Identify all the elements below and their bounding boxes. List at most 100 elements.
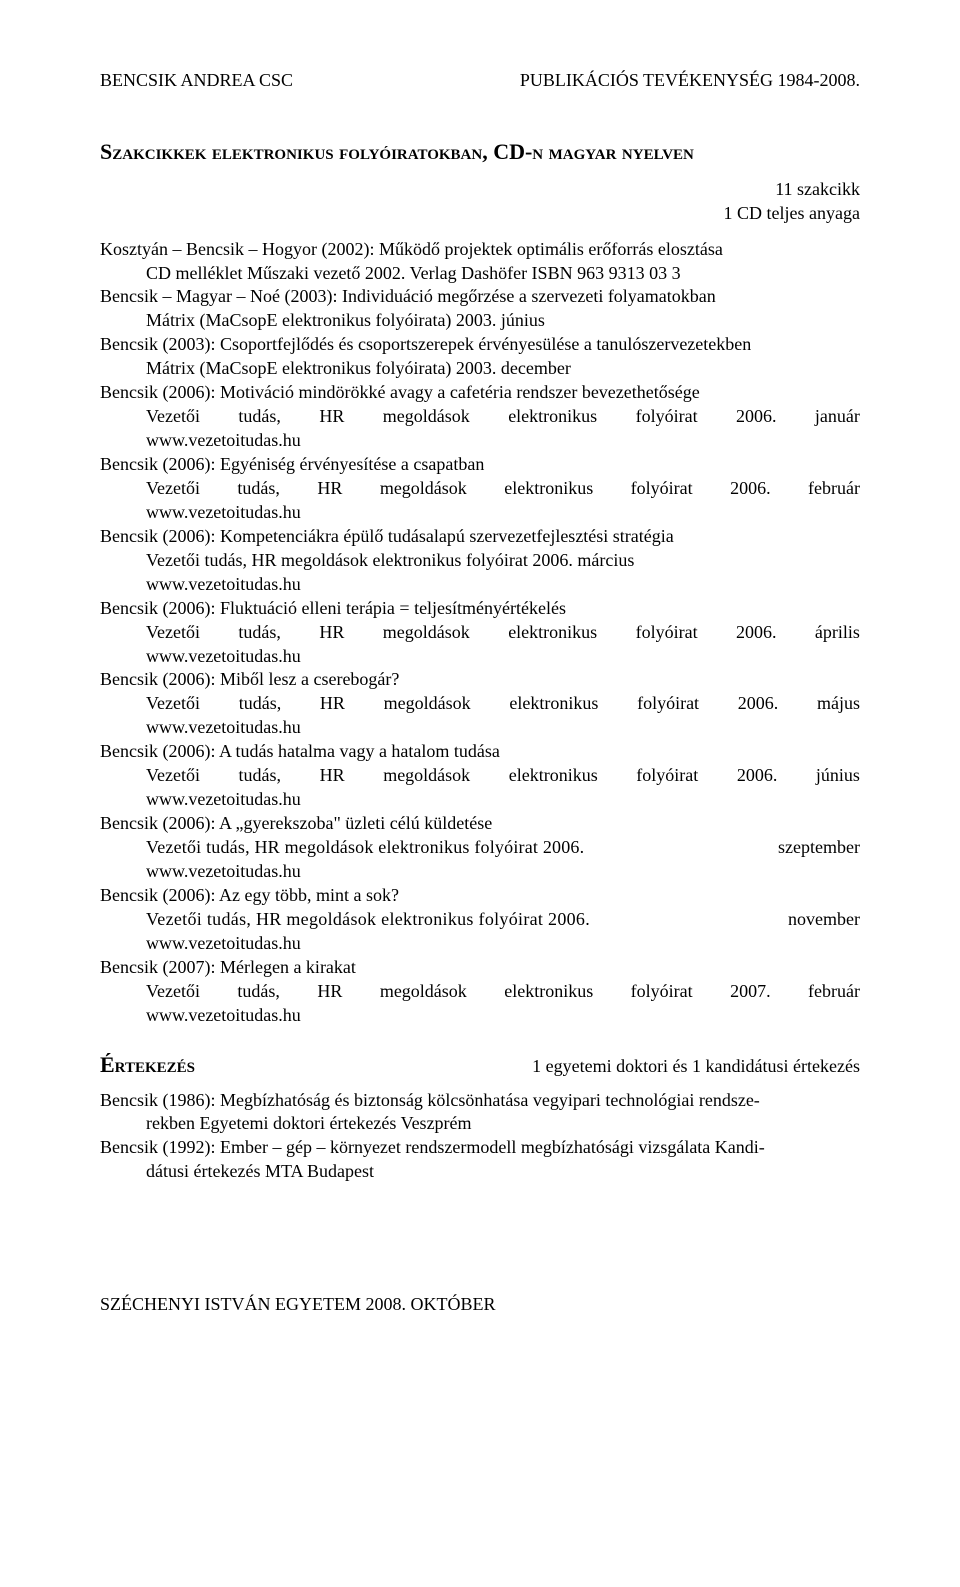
pub-line: Bencsik (2006): A „gyerekszoba" üzleti c… xyxy=(100,812,860,836)
w: január xyxy=(815,405,860,429)
pub-line: Vezetői tudás, HR megoldások elektroniku… xyxy=(100,549,860,573)
pub-journal-row: Vezetői tudás, HR megoldások elektroniku… xyxy=(100,908,860,932)
pub-entry: Bencsik (2003): Csoportfejlődés és csopo… xyxy=(100,333,860,381)
pub-line: Bencsik (2006): Egyéniség érvényesítése … xyxy=(100,453,860,477)
w: szeptember xyxy=(778,836,860,860)
pub-entry: Kosztyán – Bencsik – Hogyor (2002): Műkö… xyxy=(100,238,860,286)
pub-url: www.vezetoitudas.hu xyxy=(100,932,860,956)
pub-url: www.vezetoitudas.hu xyxy=(100,501,860,525)
pub-entry: Bencsik (2006): Az egy több, mint a sok?… xyxy=(100,884,860,956)
pub-entry: Bencsik (2006): Miből lesz a cserebogár?… xyxy=(100,668,860,740)
pub-line: Bencsik (2006): Kompetenciákra épülő tud… xyxy=(100,525,860,549)
publication-list: Kosztyán – Bencsik – Hogyor (2002): Műkö… xyxy=(100,238,860,1028)
dissertation-list: Bencsik (1986): Megbízhatóság és biztons… xyxy=(100,1089,860,1185)
w: folyóirat xyxy=(631,980,693,1004)
w: tudás, xyxy=(237,980,280,1004)
ertekezes-count: 1 egyetemi doktori és 1 kandidátusi érte… xyxy=(100,1056,860,1077)
w: 2006. xyxy=(730,477,771,501)
pub-line: Bencsik (2006): Motiváció mindörökké ava… xyxy=(100,381,860,405)
w: elektronikus xyxy=(508,621,597,645)
w: megoldások xyxy=(380,477,467,501)
diss-line: Bencsik (1992): Ember – gép – környezet … xyxy=(100,1136,860,1160)
pub-url: www.vezetoitudas.hu xyxy=(100,573,860,597)
pub-journal-row: Vezetői tudás, HR megoldások elektroniku… xyxy=(100,405,860,429)
w: tudás, xyxy=(239,692,282,716)
w: tudás, xyxy=(238,405,281,429)
w: folyóirat xyxy=(636,621,698,645)
section1-counts: 11 szakcikk 1 CD teljes anyaga xyxy=(100,177,860,226)
pub-entry: Bencsik (2007): Mérlegen a kirakat Vezet… xyxy=(100,956,860,1028)
pub-entry: Bencsik (2006): Egyéniség érvényesítése … xyxy=(100,453,860,525)
pub-line: Bencsik (2006): A tudás hatalma vagy a h… xyxy=(100,740,860,764)
w: megoldások xyxy=(383,764,470,788)
w: április xyxy=(815,621,860,645)
w: elektronikus xyxy=(509,764,598,788)
header-right: PUBLIKÁCIÓS TEVÉKENYSÉG 1984-2008. xyxy=(520,70,860,91)
w: folyóirat xyxy=(631,477,693,501)
diss-line: rekben Egyetemi doktori értekezés Veszpr… xyxy=(100,1112,860,1136)
w: elektronikus xyxy=(509,692,598,716)
w: Vezetői xyxy=(146,692,200,716)
w: HR xyxy=(317,980,342,1004)
pub-journal-row: Vezetői tudás, HR megoldások elektroniku… xyxy=(100,477,860,501)
pub-url: www.vezetoitudas.hu xyxy=(100,429,860,453)
pub-entry: Bencsik (2006): Kompetenciákra épülő tud… xyxy=(100,525,860,597)
pub-entry: Bencsik (2006): Fluktuáció elleni terápi… xyxy=(100,597,860,669)
w: Vezetői xyxy=(146,764,200,788)
w: Vezetői xyxy=(146,477,200,501)
w: június xyxy=(816,764,860,788)
pub-entry: Bencsik – Magyar – Noé (2003): Individuá… xyxy=(100,285,860,333)
diss-line: Bencsik (1986): Megbízhatóság és biztons… xyxy=(100,1089,860,1113)
count-szakcikk: 11 szakcikk xyxy=(100,177,860,201)
count-cd: 1 CD teljes anyaga xyxy=(100,201,860,225)
w: 2006. xyxy=(737,764,778,788)
pub-line: Mátrix (MaCsopE elektronikus folyóirata)… xyxy=(100,357,860,381)
pub-line: Bencsik (2006): Az egy több, mint a sok? xyxy=(100,884,860,908)
w: tudás, xyxy=(237,477,280,501)
w: HR xyxy=(319,405,344,429)
w: tudás, xyxy=(238,621,281,645)
w: elektronikus xyxy=(504,477,593,501)
page-footer: SZÉCHENYI ISTVÁN EGYETEM 2008. OKTÓBER xyxy=(100,1294,860,1315)
w: elektronikus xyxy=(504,980,593,1004)
w: megoldások xyxy=(380,980,467,1004)
pub-journal-row: Vezetői tudás, HR megoldások elektroniku… xyxy=(100,764,860,788)
diss-entry: Bencsik (1992): Ember – gép – környezet … xyxy=(100,1136,860,1184)
w: 2006. xyxy=(736,621,777,645)
w: 2006. xyxy=(736,405,777,429)
pub-url: www.vezetoitudas.hu xyxy=(100,788,860,812)
pub-entry: Bencsik (2006): Motiváció mindörökké ava… xyxy=(100,381,860,453)
w: 2007. xyxy=(730,980,771,1004)
pub-line: CD melléklet Műszaki vezető 2002. Verlag… xyxy=(100,262,860,286)
page: BENCSIK ANDREA CSC PUBLIKÁCIÓS TEVÉKENYS… xyxy=(0,0,960,1365)
w: Vezetői xyxy=(146,405,200,429)
pub-journal-row: Vezetői tudás, HR megoldások elektroniku… xyxy=(100,621,860,645)
pub-journal-row: Vezetői tudás, HR megoldások elektroniku… xyxy=(100,836,860,860)
w: folyóirat xyxy=(636,764,698,788)
pub-line: Bencsik – Magyar – Noé (2003): Individuá… xyxy=(100,285,860,309)
pub-line: Bencsik (2003): Csoportfejlődés és csopo… xyxy=(100,333,860,357)
pub-line: Bencsik (2007): Mérlegen a kirakat xyxy=(100,956,860,980)
w: elektronikus xyxy=(508,405,597,429)
w: tudás, xyxy=(239,764,282,788)
pub-url: www.vezetoitudas.hu xyxy=(100,645,860,669)
header-left: BENCSIK ANDREA CSC xyxy=(100,70,293,91)
pub-line: Bencsik (2006): Miből lesz a cserebogár? xyxy=(100,668,860,692)
w: folyóirat xyxy=(637,692,699,716)
w: HR xyxy=(317,477,342,501)
page-header: BENCSIK ANDREA CSC PUBLIKÁCIÓS TEVÉKENYS… xyxy=(100,70,860,91)
w: november xyxy=(788,908,860,932)
pub-url: www.vezetoitudas.hu xyxy=(100,860,860,884)
diss-entry: Bencsik (1986): Megbízhatóság és biztons… xyxy=(100,1089,860,1137)
pub-url: www.vezetoitudas.hu xyxy=(100,1004,860,1028)
w: megoldások xyxy=(383,621,470,645)
pub-line: Bencsik (2006): Fluktuáció elleni terápi… xyxy=(100,597,860,621)
w: megoldások xyxy=(383,405,470,429)
w: február xyxy=(808,477,860,501)
w: Vezetői xyxy=(146,980,200,1004)
w: Vezetői tudás, HR megoldások elektroniku… xyxy=(146,908,590,932)
w: Vezetői tudás, HR megoldások elektroniku… xyxy=(146,836,584,860)
pub-journal-row: Vezetői tudás, HR megoldások elektroniku… xyxy=(100,980,860,1004)
w: folyóirat xyxy=(636,405,698,429)
w: 2006. xyxy=(738,692,779,716)
